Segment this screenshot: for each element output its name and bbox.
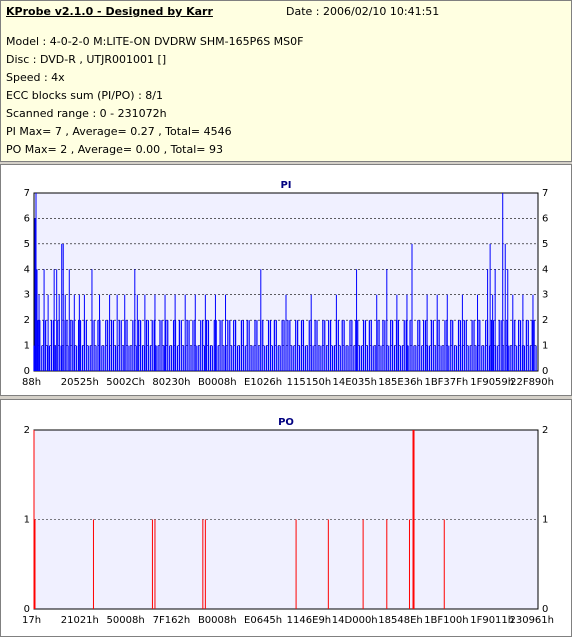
y-tick-label-right: 2 [542, 425, 548, 436]
info-ecc: ECC blocks sum (PI/PO) : 8/1 [6, 89, 163, 102]
info-range: Scanned range : 0 - 231072h [6, 107, 167, 120]
y-tick-label-right: 0 [542, 604, 548, 615]
y-tick-label-left: 3 [24, 290, 30, 301]
x-tick-label: E0645h [244, 615, 282, 626]
y-tick-label-left: 0 [24, 604, 30, 615]
x-tick-label: 185E36h [378, 377, 422, 388]
x-tick-label: 1BF37Fh [424, 377, 468, 388]
x-tick-label: 18548Eh [378, 615, 422, 626]
info-speed: Speed : 4x [6, 71, 65, 84]
x-tick-label: 50008h [107, 615, 145, 626]
pi-chart: 0 0 1 1 2 2 3 3 4 4 5 5 6 6 7 7 PI 88h 20525h 5002Ch 80230h B… [22, 180, 554, 388]
pi-chart-panel: 0 0 1 1 2 2 3 3 4 4 5 5 6 6 7 7 PI 88h 20525h 5002Ch 80230h B… [0, 164, 572, 396]
x-tick-label: 7F162h [153, 615, 191, 626]
scan-date: Date : 2006/02/10 10:41:51 [286, 5, 440, 18]
x-tick-label: 21021h [61, 615, 99, 626]
x-tick-label: 1BF100h [424, 615, 468, 626]
y-tick-label-left: 1 [24, 515, 30, 526]
x-tick-label: 17h [22, 615, 41, 626]
info-disc: Disc : DVD-R , UTJR001001 [] [6, 53, 167, 66]
y-tick-label-left: 2 [24, 315, 30, 326]
y-tick-label-right: 1 [542, 341, 548, 352]
x-tick-label: 230961h [509, 615, 554, 626]
app-title: KProbe v2.1.0 - Designed by Karr [6, 5, 213, 18]
y-tick-label-right: 4 [542, 264, 548, 275]
y-tick-label-right: 6 [542, 213, 548, 224]
y-tick-label-left: 7 [24, 188, 30, 199]
x-tick-label: 1F9011h [470, 615, 514, 626]
x-tick-label: 14D000h [332, 615, 378, 626]
y-tick-label-left: 6 [24, 213, 30, 224]
y-tick-label-left: 5 [24, 239, 30, 250]
x-tick-label: E1026h [244, 377, 282, 388]
info-model: Model : 4-0-2-0 M:LITE-ON DVDRW SHM-165P… [6, 35, 304, 48]
y-tick-label-right: 7 [542, 188, 548, 199]
x-tick-label: 14E035h [332, 377, 376, 388]
x-tick-label: 1F9059h [470, 377, 514, 388]
y-tick-label-left: 4 [24, 264, 30, 275]
y-tick-label-right: 1 [542, 515, 548, 526]
y-tick-label-left: 2 [24, 425, 30, 436]
y-tick-label-right: 3 [542, 290, 548, 301]
x-tick-label: B0008h [198, 615, 237, 626]
y-tick-label-left: 0 [24, 366, 30, 377]
x-tick-label: 20525h [61, 377, 99, 388]
y-tick-label-right: 5 [542, 239, 548, 250]
po-chart-panel: 0 0 1 1 2 2 PO 17h 21021h 50008h 7F162h B0008h E0645… [0, 399, 572, 637]
info-pi-stats: PI Max= 7 , Average= 0.27 , Total= 4546 [6, 125, 232, 138]
info-panel: KProbe v2.1.0 - Designed by Karr Date : … [0, 0, 572, 162]
x-tick-label: 80230h [152, 377, 190, 388]
y-tick-label-right: 2 [542, 315, 548, 326]
chart-title: PO [278, 417, 294, 428]
chart-title: PI [280, 180, 291, 191]
x-tick-label: 115150h [287, 377, 332, 388]
y-tick-label-right: 0 [542, 366, 548, 377]
x-tick-label: 88h [22, 377, 41, 388]
x-tick-label: 1146E9h [287, 615, 331, 626]
info-po-stats: PO Max= 2 , Average= 0.00 , Total= 93 [6, 143, 223, 156]
y-tick-label-left: 1 [24, 341, 30, 352]
po-chart: 0 0 1 1 2 2 PO 17h 21021h 50008h 7F162h B0008h E0645… [22, 417, 554, 626]
x-tick-label: 5002Ch [106, 377, 145, 388]
x-tick-label: 22F890h [510, 377, 554, 388]
x-tick-label: B0008h [198, 377, 237, 388]
